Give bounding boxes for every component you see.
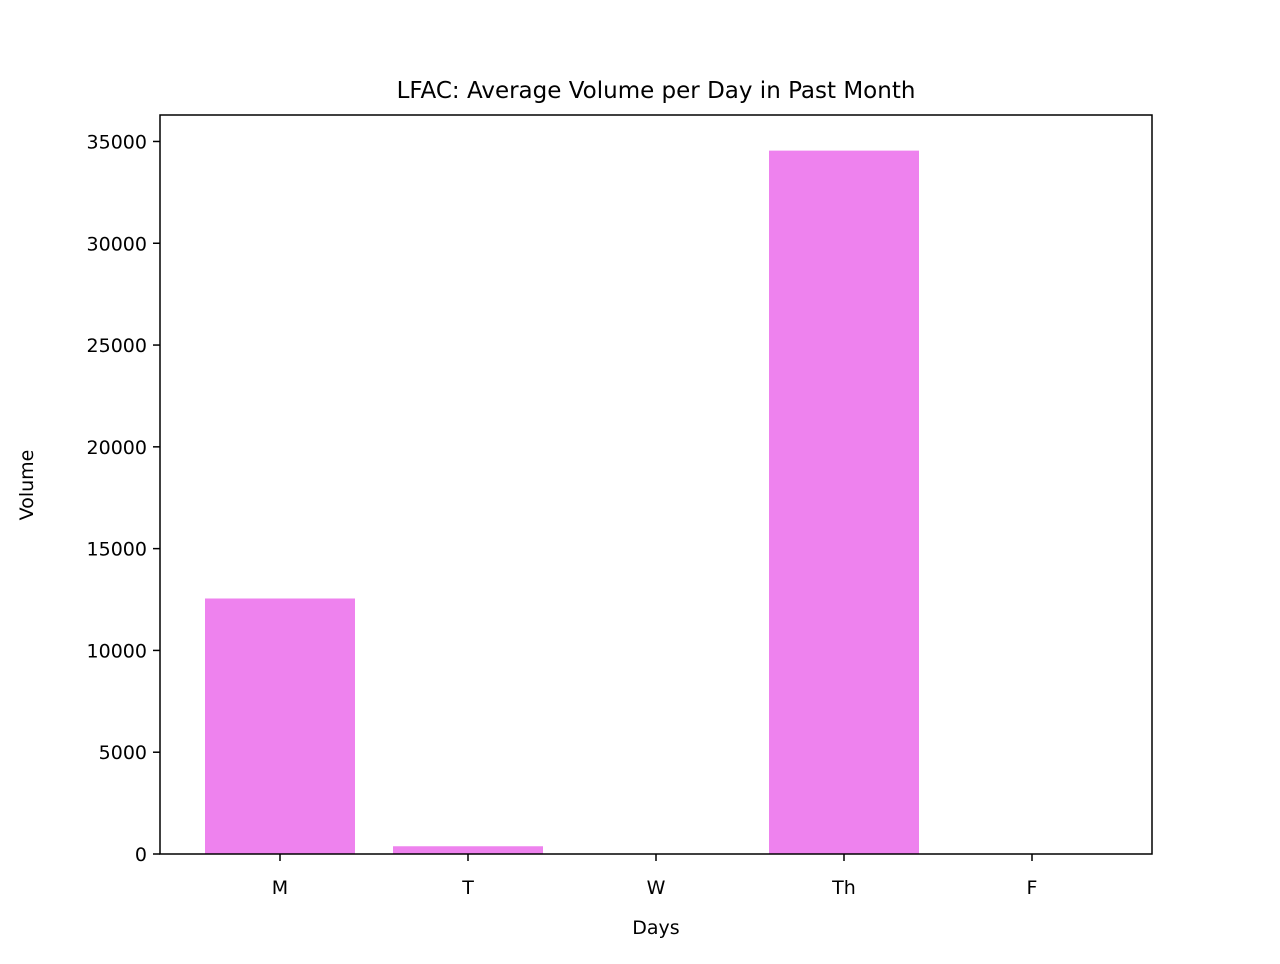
y-tick-label: 20000 [87, 437, 147, 459]
y-tick-label: 5000 [99, 742, 147, 764]
bar-th [769, 150, 919, 855]
bar-m [205, 598, 355, 854]
bar-t [393, 846, 543, 854]
x-axis-ticks: M T W Th F [272, 854, 1038, 899]
y-axis-ticks: 0 5000 10000 15000 20000 25000 30000 35000 [87, 131, 160, 866]
y-axis-label: Volume [16, 450, 38, 521]
plot-frame [159, 114, 1153, 855]
y-tick-label: 30000 [87, 233, 147, 255]
y-tick-label: 25000 [87, 335, 147, 357]
x-tick-label: Th [831, 877, 856, 899]
x-tick-label: F [1027, 877, 1038, 899]
x-tick-label: T [461, 877, 474, 899]
x-axis-label: Days [632, 917, 679, 939]
y-tick-label: 35000 [87, 131, 147, 153]
y-tick-label: 0 [135, 844, 147, 866]
x-tick-label: W [647, 877, 666, 899]
bars [205, 150, 919, 855]
x-tick-label: M [272, 877, 288, 899]
chart-title: LFAC: Average Volume per Day in Past Mon… [397, 78, 916, 104]
y-tick-label: 10000 [87, 640, 147, 662]
y-tick-label: 15000 [87, 539, 147, 561]
